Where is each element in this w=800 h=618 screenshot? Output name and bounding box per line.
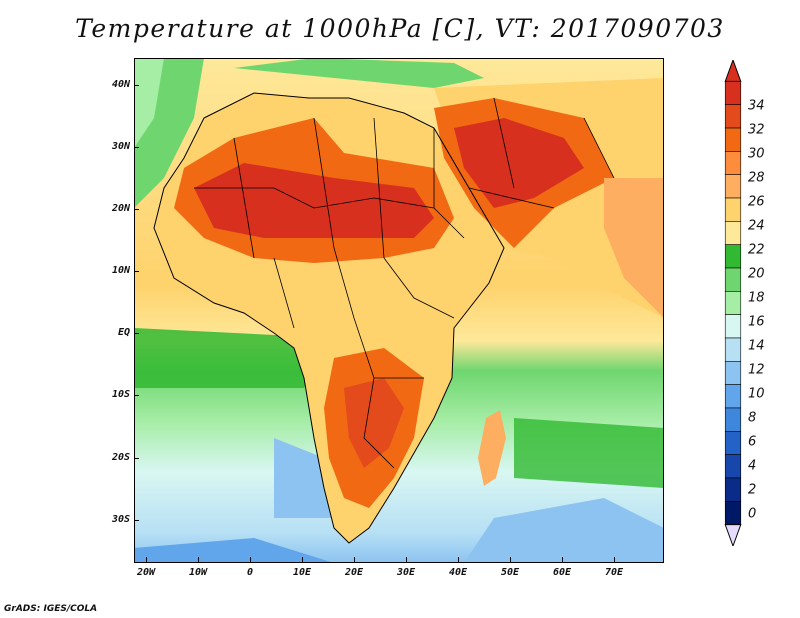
lon-tick [354, 557, 355, 562]
lat-label-40n: 40N [111, 79, 130, 90]
colorbar-swatch [724, 81, 742, 106]
lon-label-50e: 50E [500, 567, 520, 578]
colorbar [724, 60, 742, 546]
temperature-map [134, 58, 664, 563]
lon-tick [302, 557, 303, 562]
colorbar-label: 34 [748, 98, 765, 114]
south-green-band [134, 328, 334, 388]
colorbar-under-triangle [724, 524, 742, 546]
south-africa-core [344, 378, 404, 468]
colorbar-label: 32 [748, 122, 765, 138]
colorbar-swatch [724, 407, 742, 432]
lat-label-30n: 30N [111, 141, 130, 152]
lat-tick [134, 458, 139, 459]
lon-label-40e: 40E [448, 567, 468, 578]
lon-label-20e: 20E [344, 567, 364, 578]
colorbar-swatch [724, 197, 742, 222]
colorbar-swatch [724, 221, 742, 245]
colorbar-label: 6 [748, 434, 757, 450]
colorbar-over-triangle [724, 60, 742, 82]
colorbar-swatch [724, 500, 742, 525]
atlantic-cool-band [134, 58, 164, 148]
lon-tick [614, 557, 615, 562]
colorbar-swatch [724, 454, 742, 479]
colorbar-swatch [724, 267, 742, 292]
indian-ocean-green [514, 418, 664, 488]
lat-tick [134, 209, 139, 210]
colorbar-label: 26 [748, 194, 765, 210]
colorbar-label: 16 [748, 314, 765, 330]
lat-label-30s: 30S [111, 514, 130, 525]
colorbar-label: 22 [748, 242, 765, 258]
lat-tick [134, 271, 139, 272]
colorbar-swatch [724, 174, 742, 199]
colorbar-label: 28 [748, 170, 765, 186]
southern-ocean-blue [464, 498, 664, 563]
colorbar-label: 20 [748, 266, 765, 282]
colorbar-swatch [724, 151, 742, 175]
mediterranean-green [234, 58, 484, 88]
colorbar-swatch [724, 361, 742, 385]
lat-label-20n: 20N [111, 203, 130, 214]
lat-tick [134, 395, 139, 396]
lat-label-10n: 10N [111, 265, 130, 276]
lon-tick [458, 557, 459, 562]
colorbar-swatch [724, 337, 742, 362]
grads-credit: GrADS: IGES/COLA [4, 604, 98, 614]
colorbar-swatch [724, 127, 742, 152]
lon-tick [198, 557, 199, 562]
far-south-blue [134, 538, 334, 563]
india-warm [604, 178, 664, 318]
lon-tick [562, 557, 563, 562]
coastline [153, 92, 505, 544]
colorbar-label: 30 [748, 146, 765, 162]
lon-tick [146, 557, 147, 562]
colorbar-swatch [724, 431, 742, 455]
colorbar-label: 10 [748, 386, 765, 402]
lon-tick [250, 557, 251, 562]
colorbar-swatch [724, 477, 742, 502]
lon-tick [510, 557, 511, 562]
lon-label-10e: 10E [292, 567, 312, 578]
sahara-core [194, 163, 434, 238]
lat-tick [134, 147, 139, 148]
colorbar-label: 12 [748, 362, 765, 378]
arabia-core [454, 118, 584, 208]
colorbar-swatch [724, 314, 742, 339]
colorbar-label: 8 [748, 410, 757, 426]
lon-label-70e: 70E [604, 567, 624, 578]
colorbar-label: 14 [748, 338, 765, 354]
colorbar-swatch [724, 104, 742, 129]
colorbar-swatch [724, 384, 742, 409]
colorbar-label: 24 [748, 218, 765, 234]
lat-label-20s: 20S [111, 452, 130, 463]
lat-label-10s: 10S [111, 389, 130, 400]
lon-tick [406, 557, 407, 562]
colorbar-label: 4 [748, 458, 757, 474]
colorbar-swatch [724, 244, 742, 269]
lon-label-0: 0 [246, 567, 254, 578]
colorbar-label: 18 [748, 290, 765, 306]
colorbar-label: 2 [748, 482, 757, 498]
lat-tick [134, 520, 139, 521]
country-borders [194, 97, 615, 469]
colorbar-label: 0 [748, 506, 757, 522]
lon-label-20w: 20W [136, 567, 156, 578]
lon-label-30e: 30E [396, 567, 416, 578]
lon-label-60e: 60E [552, 567, 572, 578]
lon-label-10w: 10W [188, 567, 208, 578]
map-title: Temperature at 1000hPa [C], VT: 20170907… [75, 14, 725, 43]
lat-tick [134, 85, 139, 86]
colorbar-swatch [724, 291, 742, 315]
lat-tick [134, 333, 139, 334]
lat-label-eq: EQ [117, 327, 130, 338]
madagascar [478, 410, 506, 486]
